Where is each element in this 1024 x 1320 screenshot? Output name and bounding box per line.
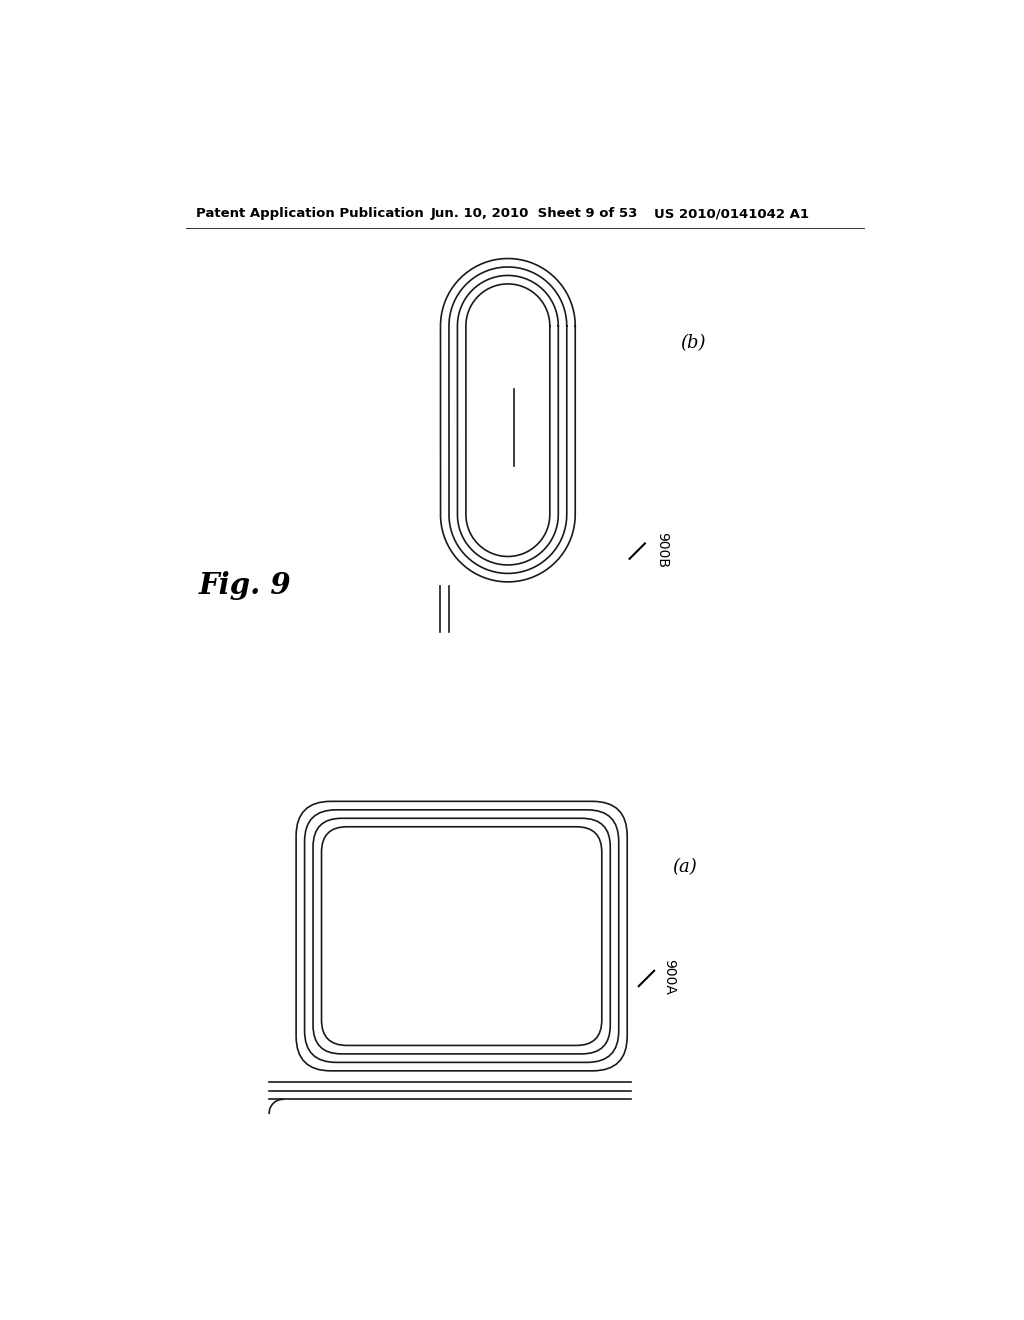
Text: US 2010/0141042 A1: US 2010/0141042 A1 — [654, 207, 809, 220]
Text: 900B: 900B — [655, 532, 669, 568]
Text: Fig. 9: Fig. 9 — [199, 572, 291, 601]
Text: Jun. 10, 2010  Sheet 9 of 53: Jun. 10, 2010 Sheet 9 of 53 — [431, 207, 638, 220]
Text: Patent Application Publication: Patent Application Publication — [196, 207, 424, 220]
Text: 900A: 900A — [663, 958, 677, 995]
Text: (b): (b) — [680, 334, 706, 352]
Text: (a): (a) — [673, 858, 697, 875]
